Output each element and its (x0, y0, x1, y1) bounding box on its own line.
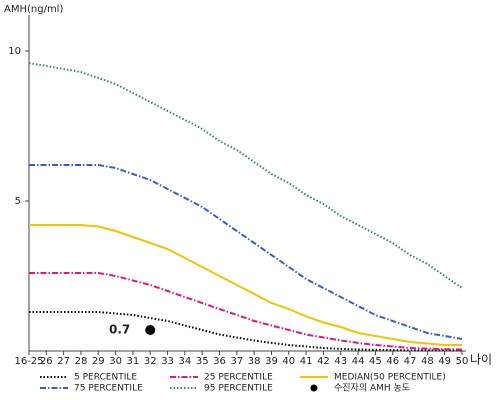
legend-label: 5 PERCENTILE (74, 373, 137, 383)
y-tick-label: 10 (8, 46, 21, 57)
legend-swatch (310, 384, 318, 392)
y-tick-label: 5 (15, 196, 21, 207)
x-tick-label: 41 (300, 356, 313, 367)
x-tick-label: 40 (282, 356, 295, 367)
x-tick-label: 30 (109, 356, 122, 367)
x-tick-label: 47 (404, 356, 417, 367)
x-tick-label: 39 (265, 356, 278, 367)
legend-label: MEDIAN(50 PERCENTILE) (334, 373, 446, 383)
x-tick-label: 42 (317, 356, 330, 367)
x-tick-label: 34 (179, 356, 192, 367)
legend-label: 75 PERCENTILE (74, 384, 143, 394)
x-tick-label: 48 (421, 356, 434, 367)
highlight-point (145, 325, 156, 335)
x-tick-label: 27 (57, 356, 70, 367)
x-tick-label: 49 (438, 356, 451, 367)
x-tick-label: 32 (144, 356, 157, 367)
x-tick-label: 37 (230, 356, 243, 367)
x-tick-label: 46 (386, 356, 399, 367)
x-tick-label: 26 (40, 356, 53, 367)
x-tick-label: 28 (75, 356, 88, 367)
x-tick-label: 29 (92, 356, 105, 367)
highlight-label: 0.7 (109, 323, 130, 337)
series-line (29, 164, 463, 340)
series-line (29, 311, 462, 352)
legend-label: 95 PERCENTILE (204, 384, 273, 394)
x-tick-label: 33 (161, 356, 174, 367)
x-tick-label: 35 (196, 356, 209, 367)
x-tick-label: 38 (248, 356, 261, 367)
x-tick-label: 43 (334, 356, 347, 367)
legend-label: 수진자의 AMH 농도 (334, 383, 410, 394)
x-tick-label: 45 (369, 356, 382, 367)
x-axis-label: 나이 (470, 353, 492, 367)
y-axis-label: AMH(ng/ml) (4, 4, 63, 15)
legend-label: 25 PERCENTILE (204, 373, 273, 383)
x-tick-label: 44 (352, 356, 365, 367)
series-line (29, 272, 463, 351)
x-tick-label: 31 (127, 356, 140, 367)
series-line (28, 62, 463, 289)
x-tick-label: 36 (213, 356, 226, 367)
x-tick-label: 50 (456, 356, 469, 367)
x-tick-label: 16-25 (14, 356, 43, 367)
series-line (29, 224, 462, 346)
